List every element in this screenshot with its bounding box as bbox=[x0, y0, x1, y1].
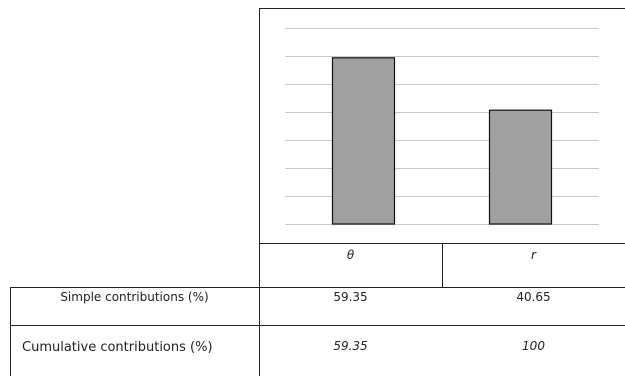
simple-contribution-r: 40.65 bbox=[516, 290, 551, 304]
table-left-border bbox=[10, 287, 11, 376]
chart-frame-top-border bbox=[259, 8, 625, 9]
bar-theta bbox=[331, 57, 396, 225]
cumulative-contribution-theta: 59.35 bbox=[333, 339, 368, 353]
row-label-cumulative-contributions: Cumulative contributions (%) bbox=[22, 339, 213, 355]
chart-frame-left-border bbox=[259, 8, 260, 376]
simple-contribution-theta: 59.35 bbox=[333, 290, 368, 304]
category-label-theta: θ bbox=[346, 248, 355, 262]
bars bbox=[331, 57, 553, 225]
table-row-border-2 bbox=[10, 325, 625, 326]
row-label-simple-contributions: Simple contributions (%) bbox=[60, 290, 209, 304]
category-label-r: r bbox=[531, 248, 536, 262]
cumulative-contribution-r: 100 bbox=[522, 339, 545, 353]
table-row-border-1 bbox=[10, 287, 625, 288]
column-divider bbox=[442, 243, 443, 287]
bar-chart bbox=[285, 28, 599, 225]
bar-r bbox=[488, 109, 553, 225]
